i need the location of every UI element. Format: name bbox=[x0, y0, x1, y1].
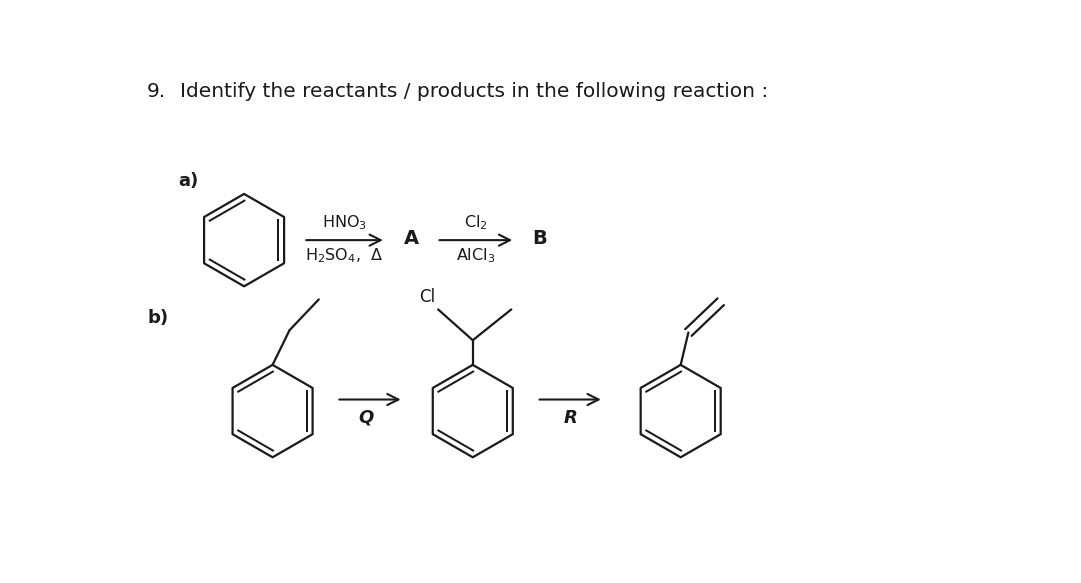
Text: H$_2$SO$_4$,  Δ: H$_2$SO$_4$, Δ bbox=[306, 246, 384, 265]
Text: Cl: Cl bbox=[419, 289, 435, 306]
Text: Q: Q bbox=[359, 409, 374, 427]
Text: HNO$_3$: HNO$_3$ bbox=[322, 214, 368, 233]
Text: a): a) bbox=[178, 173, 198, 191]
Text: A: A bbox=[403, 229, 418, 248]
Text: 9.: 9. bbox=[147, 82, 166, 100]
Text: R: R bbox=[563, 409, 577, 427]
Text: Cl$_2$: Cl$_2$ bbox=[464, 214, 488, 233]
Text: AlCl$_3$: AlCl$_3$ bbox=[456, 246, 495, 265]
Text: Identify the reactants / products in the following reaction :: Identify the reactants / products in the… bbox=[181, 82, 769, 100]
Text: b): b) bbox=[147, 310, 169, 328]
Text: B: B bbox=[532, 229, 547, 248]
